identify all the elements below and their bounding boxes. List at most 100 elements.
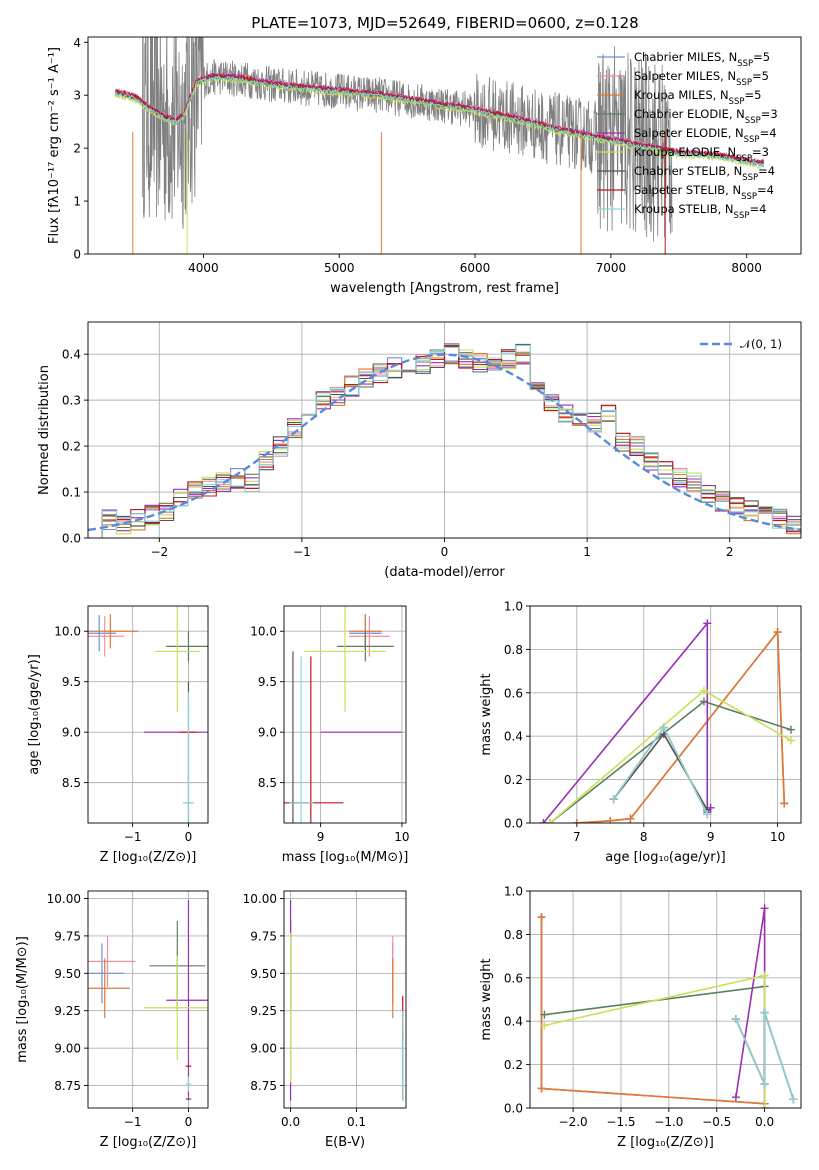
histogram-step xyxy=(88,345,801,538)
y-tick-label: 9.25 xyxy=(250,1004,277,1018)
panel-residuals: −2 −1 0 1 2 0.0 0.1 0.2 0.3 0.4 (data-model)/error… xyxy=(37,321,802,580)
plot-area xyxy=(539,619,795,823)
y-tick-label: 0.0 xyxy=(504,1102,523,1116)
weight-line xyxy=(576,629,786,823)
panel-mass_vs_Z: −1 0 8.75 9.00 9.25 9.50 9.75 10.00 Z [log₁₀(Z/Z… xyxy=(15,890,209,1150)
x-tick-label: 9 xyxy=(707,830,715,844)
legend-label-part: =5 xyxy=(744,88,761,102)
x-axis-label: Z [log₁₀(Z/Z⊙)] xyxy=(617,1135,714,1150)
y-tick-label: 8.5 xyxy=(258,776,277,790)
x-tick-label: −1 xyxy=(293,545,311,559)
panel-age_vs_mass: 9 10 8.5 9.0 9.5 10.0 mass [log₁₀(M/M⊙)] xyxy=(250,605,410,865)
x-tick-label: 0.1 xyxy=(347,1115,366,1129)
axes-frame xyxy=(529,890,802,1109)
legend-label-part: =3 xyxy=(761,107,778,121)
legend-label: Kroupa STELIB, NSSP=4 xyxy=(634,202,766,221)
x-axis-label: Z [log₁₀(Z/Z⊙)] xyxy=(100,850,197,865)
weight-marker xyxy=(539,819,548,823)
x-tick-label: 8 xyxy=(640,830,648,844)
panel-mass_vs_EBV: 0.0 0.1 8.75 9.00 9.25 9.50 9.75 10.00 E(B-V) xyxy=(243,890,407,1150)
legend-label-part: =5 xyxy=(753,50,770,64)
legend-label: Chabrier ELODIE, NSSP=3 xyxy=(634,107,778,126)
weight-marker xyxy=(760,1008,769,1017)
weight-marker xyxy=(786,736,795,745)
weight-marker xyxy=(540,1010,549,1019)
weight-marker xyxy=(773,628,782,637)
weight-marker xyxy=(780,799,789,808)
x-axis-label: E(B-V) xyxy=(325,1135,365,1150)
x-tick-label: −2.0 xyxy=(559,1115,588,1129)
y-axis-label: mass weight xyxy=(479,673,494,755)
legend-label-part: =3 xyxy=(752,145,769,159)
x-axis-label: mass [log₁₀(M/M⊙)] xyxy=(282,850,409,865)
axes-frame xyxy=(87,36,802,255)
axes-frame xyxy=(87,890,209,1109)
plot-area xyxy=(537,904,798,1108)
legend-normal-label: 𝒩(0, 1) xyxy=(740,337,782,351)
model-spectrum-line xyxy=(114,76,765,170)
panel-weight_vs_Z: −2.0 −1.5 −1.0 −0.5 0.0 0.0 0.2 0.4 0.6 0.8 1.0 Z [… xyxy=(479,885,802,1150)
plot-area xyxy=(289,899,404,1101)
axes-frame xyxy=(87,605,209,824)
x-tick-label: 8000 xyxy=(731,261,762,275)
legend-label-part: Salpeter ELODIE, N xyxy=(634,126,744,140)
y-tick-label: 8.75 xyxy=(54,1079,81,1093)
y-tick-label: 9.00 xyxy=(250,1042,277,1056)
y-axis-label: Flux [fλ10⁻¹⁷ erg cm⁻² s⁻¹ A⁻¹] xyxy=(47,47,62,244)
x-tick-label: −0.5 xyxy=(702,1115,731,1129)
legend-label: Salpeter ELODIE, NSSP=4 xyxy=(634,126,777,145)
y-tick-label: 10.0 xyxy=(250,625,277,639)
weight-marker xyxy=(760,1104,769,1108)
weight-marker xyxy=(540,1021,549,1030)
x-axis-label: (data-model)/error xyxy=(384,565,505,580)
x-tick-label: −1.5 xyxy=(606,1115,635,1129)
weight-marker xyxy=(789,1095,798,1104)
legend-label-part: SSP xyxy=(736,154,752,164)
x-tick-label: 1 xyxy=(583,545,591,559)
panel-spectrum: 4000 5000 6000 7000 8000 0 1 2 3 4 wavelength [Ang… xyxy=(47,36,802,296)
y-tick-label: 10.00 xyxy=(47,892,81,906)
weight-marker xyxy=(609,795,618,804)
legend-label-part: Chabrier MILES, N xyxy=(634,50,737,64)
x-tick-label: 7 xyxy=(573,830,581,844)
legend-label-part: Chabrier STELIB, N xyxy=(634,164,742,178)
y-tick-label: 0.8 xyxy=(504,643,523,657)
weight-marker xyxy=(731,1093,740,1102)
weight-marker xyxy=(703,810,712,819)
data-spectrum-line xyxy=(141,37,673,242)
plot-area xyxy=(284,606,402,823)
y-tick-label: 10.00 xyxy=(243,892,277,906)
plot-area xyxy=(88,899,208,1101)
y-tick-label: 0.8 xyxy=(504,928,523,942)
y-axis-label: mass weight xyxy=(479,958,494,1040)
x-tick-label: 2 xyxy=(726,545,734,559)
weight-line xyxy=(735,1012,795,1100)
x-tick-label: 9 xyxy=(317,830,325,844)
legend-label-part: SSP xyxy=(745,116,761,126)
y-tick-label: 9.25 xyxy=(54,1004,81,1018)
x-tick-label: 0 xyxy=(441,545,449,559)
axes-frame xyxy=(529,605,802,824)
legend-label-part: SSP xyxy=(744,135,760,145)
x-axis-label: Z [log₁₀(Z/Z⊙)] xyxy=(100,1135,197,1150)
weight-marker xyxy=(606,816,615,823)
legend-label-part: =4 xyxy=(757,183,774,197)
y-tick-label: 10.0 xyxy=(54,625,81,639)
y-tick-label: 0.0 xyxy=(504,817,523,831)
y-tick-label: 9.75 xyxy=(250,929,277,943)
weight-marker xyxy=(572,819,581,823)
y-tick-label: 0 xyxy=(73,248,81,262)
x-axis-label: wavelength [Angstrom, rest frame] xyxy=(330,281,559,296)
y-tick-label: 0.4 xyxy=(62,348,81,362)
legend-label-part: =4 xyxy=(758,164,775,178)
weight-marker xyxy=(546,819,555,823)
weight-marker xyxy=(659,723,668,732)
x-tick-label: 0.0 xyxy=(281,1115,300,1129)
legend-label-part: Chabrier ELODIE, N xyxy=(634,107,745,121)
x-axis-label: age [log₁₀(age/yr)] xyxy=(605,850,726,865)
y-tick-label: 9.5 xyxy=(62,675,81,689)
weight-marker xyxy=(537,913,546,922)
x-tick-label: −2 xyxy=(150,545,168,559)
legend-label-part: Kroupa ELODIE, N xyxy=(634,145,736,159)
